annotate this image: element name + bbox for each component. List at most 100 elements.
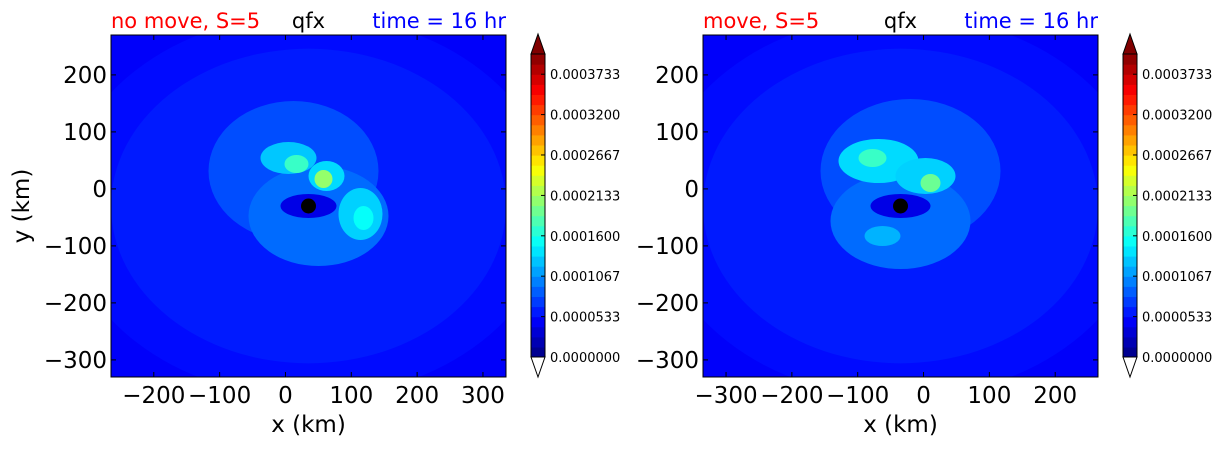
- x-axis-label: x (km): [863, 412, 938, 438]
- x-tick-label: −300: [694, 383, 757, 409]
- colorbar-2: 0.0000000 0.0000533 0.0001067 0.0001600 0.00…: [1122, 32, 1212, 379]
- title-left: no move, S=5: [111, 9, 260, 33]
- colorbar-band: [531, 266, 545, 277]
- colorbar-band: [531, 296, 545, 308]
- x-tick-label: 200: [395, 383, 439, 409]
- contour-blob: [858, 149, 887, 167]
- y-tick-label: 200: [63, 63, 107, 89]
- y-tick-label: 100: [63, 120, 107, 146]
- colorbar-band: [531, 215, 545, 227]
- colorbar-tick-label: 0.0000533: [1142, 311, 1212, 326]
- colorbar-band: [531, 336, 545, 348]
- y-tick-label: −300: [636, 348, 699, 374]
- colorbar-band: [531, 306, 545, 318]
- colorbar-band: [1123, 205, 1137, 217]
- x-axis-label: x (km): [271, 412, 346, 438]
- y-tick-label: 200: [655, 63, 699, 89]
- contour-blob: [864, 226, 901, 246]
- colorbar-tick-label: 0.0001600: [550, 230, 620, 245]
- contour-blob: [920, 174, 941, 192]
- title-right: time = 16 hr: [372, 9, 506, 33]
- colorbar-tick-label: 0.0000000: [1142, 351, 1212, 366]
- colorbar-band: [531, 195, 545, 207]
- colorbar-tick-label: 0.0003200: [550, 109, 620, 124]
- colorbar-band: [531, 94, 545, 106]
- colorbar-tick-label: 0.0002667: [1142, 149, 1212, 164]
- colorbar-band: [531, 205, 545, 217]
- colorbar-band: [531, 346, 545, 358]
- contour-blob: [830, 173, 971, 269]
- colorbar-band: [531, 155, 545, 166]
- x-tick-label: −200: [122, 383, 185, 409]
- colorbar-band: [531, 245, 545, 257]
- colorbar-band: [531, 124, 545, 136]
- colorbar-band: [1123, 266, 1137, 277]
- colorbar-band: [531, 316, 545, 328]
- colorbar-band: [1123, 316, 1137, 328]
- center-marker: [893, 198, 908, 214]
- x-tick-label: −200: [760, 383, 823, 409]
- title-center: qfx: [884, 9, 917, 33]
- colorbar-band: [531, 54, 545, 65]
- colorbar-band: [1123, 296, 1137, 308]
- colorbar-tick-label: 0.0003200: [1142, 109, 1212, 124]
- colorbar-band: [1123, 286, 1137, 297]
- colorbar-tick-label: 0.0001067: [1142, 270, 1212, 285]
- colorbar-band: [531, 64, 545, 75]
- center-marker: [301, 198, 316, 214]
- colorbar-band: [531, 74, 545, 85]
- colorbar-band: [1123, 215, 1137, 227]
- y-tick-label: 0: [684, 177, 699, 203]
- plot-frame: [110, 34, 507, 378]
- colorbar-extend-max: [1122, 32, 1138, 55]
- colorbar-band: [1123, 235, 1137, 247]
- colorbar-extend-min: [530, 356, 546, 379]
- colorbar-band: [531, 276, 545, 287]
- colorbar-band: [531, 165, 545, 176]
- colorbar-band: [1123, 276, 1137, 287]
- y-tick-label: −200: [44, 291, 107, 317]
- colorbar-band: [1123, 134, 1137, 146]
- x-tick-label: −100: [188, 383, 251, 409]
- title-right: time = 16 hr: [964, 9, 1098, 33]
- colorbar-band: [1123, 175, 1137, 186]
- x-tick-label: 100: [329, 383, 373, 409]
- x-tick-label: 0: [278, 383, 293, 409]
- colorbar-band: [1123, 225, 1137, 237]
- colorbar-band: [531, 134, 545, 146]
- colorbar-band: [1123, 104, 1137, 116]
- y-axis-label: y (km): [9, 169, 35, 244]
- colorbar-band: [531, 104, 545, 116]
- title-left: move, S=5: [703, 9, 819, 33]
- contour-blob: [353, 206, 374, 230]
- colorbar-band: [1123, 245, 1137, 257]
- colorbar-tick-label: 0.0002667: [550, 149, 620, 164]
- colorbar-band: [1123, 306, 1137, 318]
- panel-2: −300 −200 −100 0 100 2002001000−100−200−300x …: [636, 9, 1212, 438]
- colorbar-band: [531, 225, 545, 237]
- colorbar-band: [531, 185, 545, 196]
- colorbar-band: [531, 326, 545, 338]
- contour-blob: [284, 155, 309, 173]
- colorbar-band: [1123, 346, 1137, 358]
- x-tick-label: 300: [461, 383, 505, 409]
- colorbar-tick-label: 0.0001600: [1142, 230, 1212, 245]
- colorbar-band: [1123, 165, 1137, 176]
- colorbar-band: [1123, 74, 1137, 85]
- x-tick-label: 200: [1033, 383, 1077, 409]
- colorbar-tick-label: 0.0000000: [550, 351, 620, 366]
- colorbar-extend-min: [1122, 356, 1138, 379]
- colorbar-band: [1123, 256, 1137, 267]
- y-tick-label: 0: [92, 177, 107, 203]
- colorbar-tick-label: 0.0002133: [550, 189, 620, 204]
- colorbar-band: [531, 286, 545, 297]
- colorbar-band: [1123, 64, 1137, 75]
- x-tick-label: −100: [826, 383, 889, 409]
- colorbar-tick-label: 0.0003733: [1142, 68, 1212, 83]
- colorbar-band: [531, 175, 545, 186]
- colorbar-band: [1123, 114, 1137, 126]
- colorbar-band: [1123, 155, 1137, 166]
